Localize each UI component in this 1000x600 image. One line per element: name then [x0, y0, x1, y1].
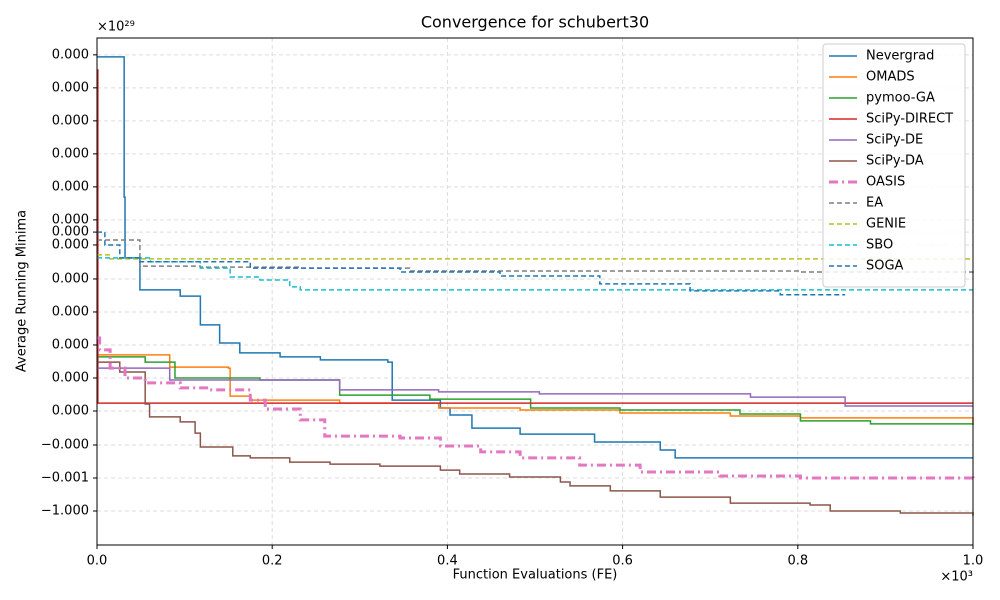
series-line — [97, 367, 973, 407]
legend-label: SOGA — [866, 259, 904, 274]
y-tick-label: 0.000 — [52, 113, 89, 128]
legend: Nevergrad OMADS pymoo-GA SciPy-DIRECT SciPy-… — [822, 43, 966, 288]
legend-label: GENIE — [866, 217, 906, 232]
y-tick-label: 0.000 — [52, 47, 89, 62]
y-tick-label: 0.000 — [52, 225, 89, 240]
x-axis-label: Function Evaluations (FE) — [453, 568, 618, 583]
x-tick-label: 0.8 — [787, 554, 808, 569]
y-tick-label: 0.000 — [52, 271, 89, 286]
legend-label: Nevergrad — [866, 49, 934, 64]
y-tick-label: 0.000 — [52, 179, 89, 194]
legend-label: OMADS — [866, 70, 915, 85]
legend-label: EA — [866, 196, 883, 211]
x-offset-label: ×10³ — [940, 570, 973, 585]
series-line — [97, 356, 974, 425]
x-tick-label: 0.0 — [87, 554, 108, 569]
series-line — [97, 254, 973, 260]
x-tick-label: 0.4 — [437, 554, 458, 569]
series-line — [97, 231, 846, 296]
legend-label: SBO — [866, 238, 893, 253]
series-line — [97, 354, 974, 423]
x-tick-label: 0.6 — [612, 554, 633, 569]
y-offset-label: ×10²⁹ — [97, 20, 135, 35]
legend-box — [822, 43, 966, 288]
y-axis-label: Average Running Minima — [15, 210, 30, 372]
y-tick-label: −0.001 — [41, 470, 89, 485]
y-tick-label: −1.000 — [41, 504, 89, 519]
legend-label: OASIS — [866, 175, 905, 190]
y-tick-label: 0.000 — [52, 337, 89, 352]
legend-label: pymoo-GA — [866, 91, 935, 106]
series-line — [97, 361, 974, 516]
plot-frame — [96, 37, 974, 546]
y-tick-label: 0.000 — [52, 237, 89, 252]
y-tick-label: 0.000 — [52, 403, 89, 418]
y-tick-label: −0.000 — [41, 437, 89, 452]
y-tick-label: 0.000 — [52, 370, 89, 385]
x-tick-label: 0.2 — [262, 554, 283, 569]
legend-label: SciPy-DE — [866, 133, 923, 148]
y-tick-label: 0.000 — [52, 304, 89, 319]
legend-label: SciPy-DA — [866, 154, 924, 169]
x-tick-label: 1.0 — [963, 554, 984, 569]
y-tick-label: 0.000 — [52, 146, 89, 161]
series-line — [97, 56, 973, 459]
legend-label: SciPy-DIRECT — [866, 112, 953, 127]
series-line — [97, 336, 975, 480]
chart-title: Convergence for schubert30 — [421, 13, 649, 32]
y-tick-label: 0.000 — [52, 80, 89, 95]
y-tick-label: 0.000 — [52, 212, 89, 227]
